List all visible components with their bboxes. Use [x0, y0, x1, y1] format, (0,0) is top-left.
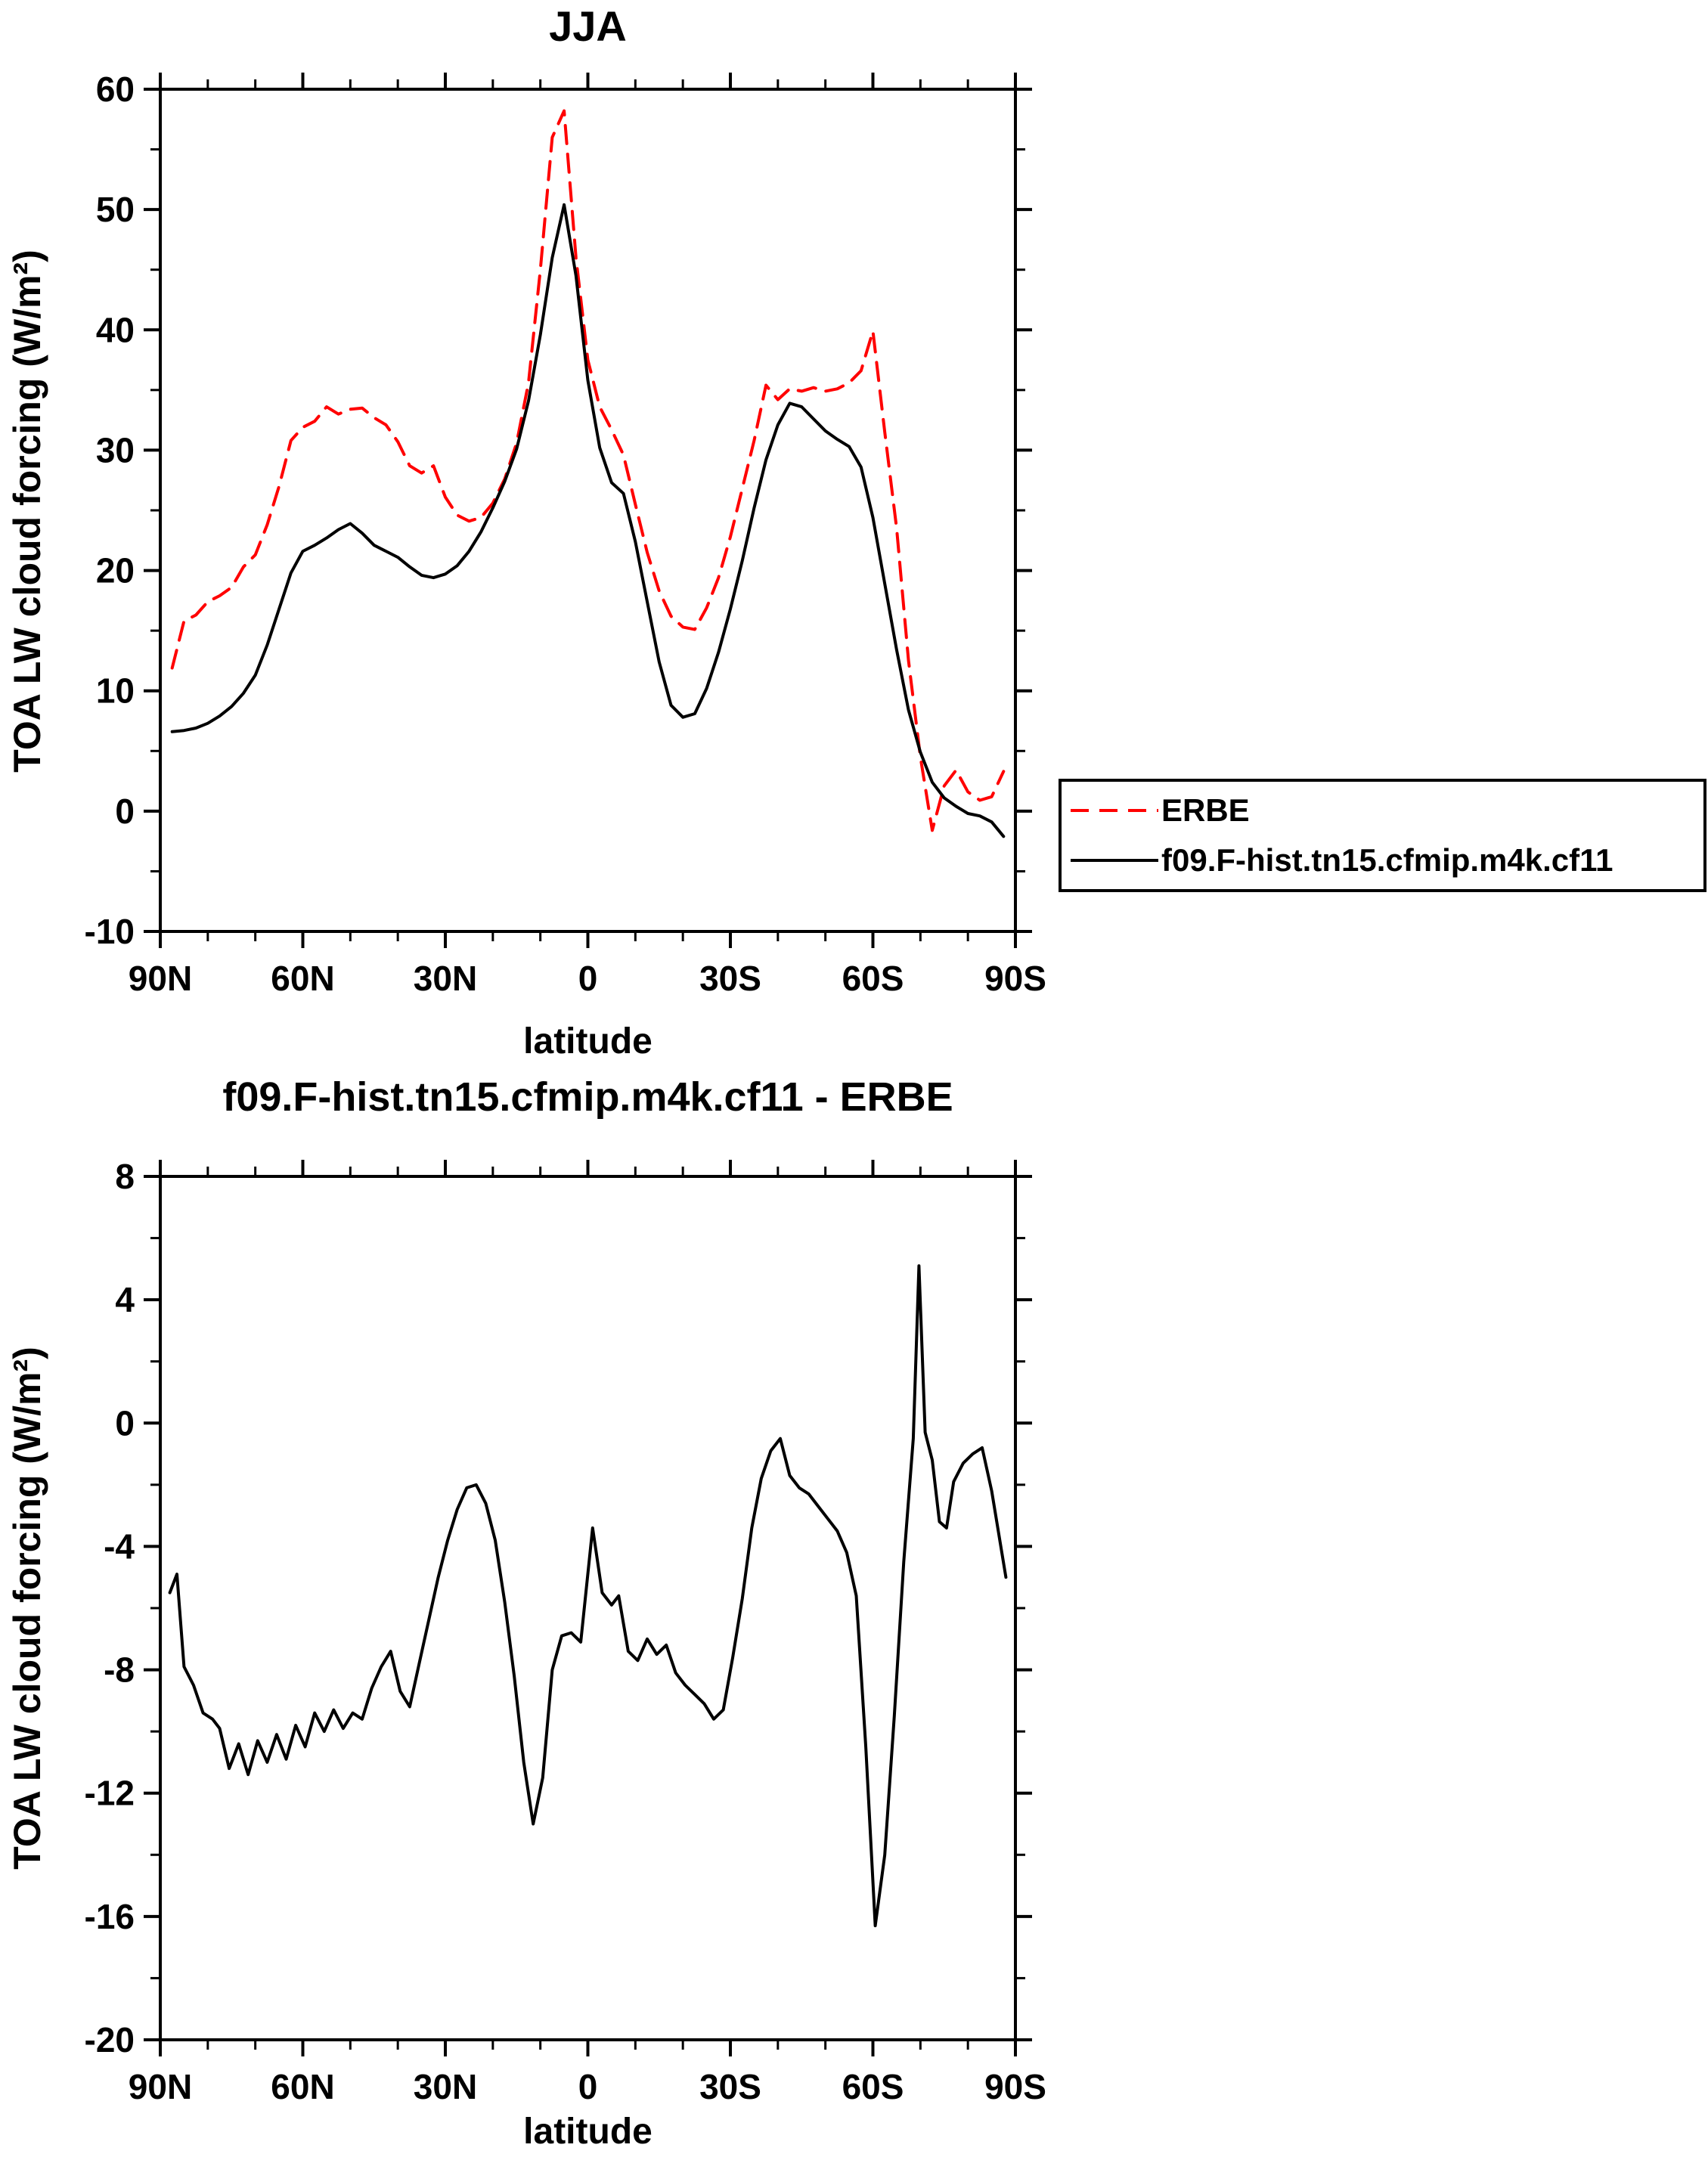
y-tick-label: -4: [104, 1526, 135, 1566]
top-panel-title: JJA: [549, 2, 627, 50]
x-tick-label: 30N: [414, 2067, 477, 2106]
x-tick-label: 60S: [842, 2067, 904, 2106]
x-tick-label: 90S: [984, 2067, 1046, 2106]
legend-label-erbe: ERBE: [1161, 792, 1250, 828]
y-tick-label: 0: [115, 792, 135, 831]
top-y-axis-label: TOA LW cloud forcing (W/m²): [6, 249, 48, 773]
legend-label-model: f09.F-hist.tn15.cfmip.m4k.cf11: [1161, 842, 1613, 878]
y-tick-label: -16: [85, 1897, 135, 1936]
plot-frame: [159, 88, 1017, 933]
diff-panel: 90N 60N 30N 0 30S 60S 90S -20 -16 -12 -8 -4 0 4 8: [85, 1157, 1046, 2106]
x-tick-label: 60N: [271, 959, 334, 998]
y-tick-label: 30: [96, 430, 135, 470]
y-tick-label: 60: [96, 70, 135, 109]
x-tick-label: 90S: [984, 959, 1046, 998]
y-tick-label: 8: [115, 1157, 135, 1196]
top-x-axis-label: latitude: [523, 1021, 653, 1061]
series-line-erbe: [170, 109, 1006, 832]
x-tick-label: 0: [578, 2067, 598, 2106]
x-tick-label: 90N: [129, 2067, 192, 2106]
erbe-line-sample-icon: [1071, 809, 1158, 812]
series-line-model: [168, 1264, 1008, 1928]
y-tick-label: 10: [96, 671, 135, 711]
legend-entry-model: f09.F-hist.tn15.cfmip.m4k.cf11: [1069, 835, 1703, 885]
x-tick-label: 60N: [271, 2067, 334, 2106]
y-tick-label: 4: [115, 1280, 135, 1319]
legend: ERBE f09.F-hist.tn15.cfmip.m4k.cf11: [1059, 779, 1706, 892]
y-tick-label: -10: [85, 912, 135, 951]
jja-panel: 90N 60N 30N 0 30S 60S 90S -10 0 10 20 30 40 50 60: [85, 70, 1046, 998]
plot-frame: [159, 1175, 1017, 2041]
y-tick-label: 20: [96, 551, 135, 590]
x-tick-label: 30S: [699, 2067, 761, 2106]
bottom-y-axis-label: TOA LW cloud forcing (W/m²): [6, 1347, 48, 1870]
bottom-panel-title: f09.F-hist.tn15.cfmip.m4k.cf11 - ERBE: [222, 1074, 953, 1120]
series-line-model: [170, 203, 1006, 838]
model-line-sample-icon: [1071, 859, 1158, 862]
y-tick-label: -20: [85, 2020, 135, 2059]
y-tick-label: -12: [85, 1774, 135, 1813]
y-tick-label: 40: [96, 310, 135, 349]
x-tick-label: 90N: [129, 959, 192, 998]
bottom-x-axis-label: latitude: [523, 2112, 653, 2152]
x-tick-label: 30S: [699, 959, 761, 998]
y-tick-label: 0: [115, 1403, 135, 1443]
x-tick-label: 0: [578, 959, 598, 998]
legend-entry-erbe: ERBE: [1069, 786, 1703, 835]
x-tick-label: 60S: [842, 959, 904, 998]
x-tick-label: 30N: [414, 959, 477, 998]
y-tick-label: 50: [96, 190, 135, 229]
y-tick-label: -8: [104, 1650, 135, 1690]
